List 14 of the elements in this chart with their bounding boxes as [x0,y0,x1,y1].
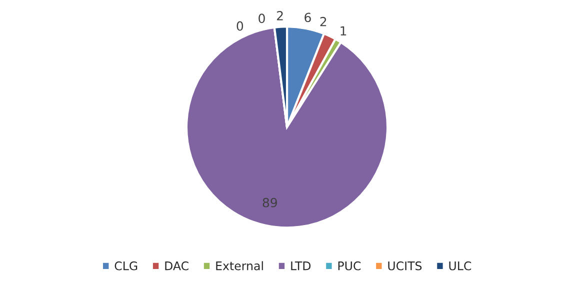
text: 0 [236,21,244,31]
data-label: 6 [304,12,311,22]
data-label: 89 [262,198,277,208]
legend-label: PUC [338,261,361,270]
legend-label: CLG [114,261,138,270]
legend-label: LTD [291,262,311,270]
data-label: 2 [320,16,326,26]
text: 0 [258,14,265,24]
legend-label: UCITS [388,261,422,270]
data-label: 1 [340,26,346,36]
data-label: 2 [276,10,283,20]
legend-label: ULC [449,261,472,270]
legend-label: DAC [165,261,188,270]
legend-label: External [216,261,263,270]
